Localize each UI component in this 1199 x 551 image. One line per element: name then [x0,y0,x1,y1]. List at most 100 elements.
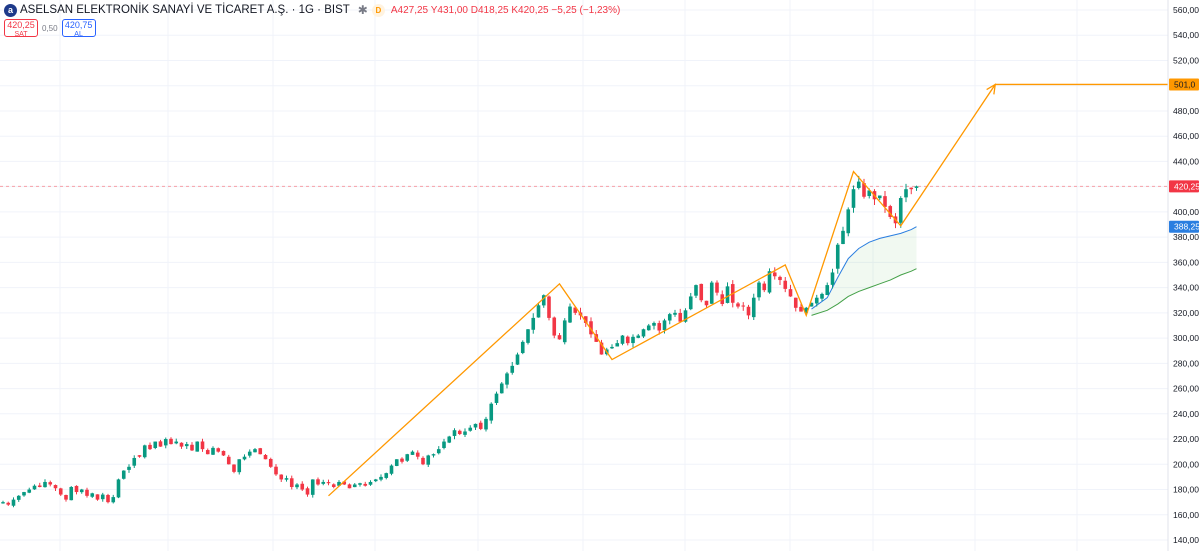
candle[interactable] [610,344,614,349]
candle[interactable] [557,332,562,340]
candle[interactable] [531,313,536,334]
candle[interactable] [888,204,893,220]
candle[interactable] [263,454,268,460]
candle[interactable] [736,301,740,309]
candle[interactable] [305,486,310,497]
candle[interactable] [620,335,625,346]
candle[interactable] [741,302,746,311]
candle[interactable] [725,282,730,304]
candle[interactable] [898,196,903,228]
candle[interactable] [552,316,557,339]
candle[interactable] [205,448,210,455]
candle[interactable] [132,455,137,468]
candle[interactable] [625,335,630,346]
candle[interactable] [536,302,541,318]
candle[interactable] [64,494,68,502]
candle[interactable] [85,487,89,498]
candle[interactable] [237,459,242,475]
candle[interactable] [757,280,761,301]
candle[interactable] [426,454,431,467]
candle[interactable] [216,447,221,453]
candle[interactable] [400,457,404,464]
candle[interactable] [268,457,273,468]
candle[interactable] [799,303,803,312]
candle[interactable] [211,446,215,455]
candle[interactable] [636,333,641,339]
symbol-title[interactable]: ASELSAN ELEKTRONİK SANAYİ VE TİCARET A.Ş… [20,4,350,16]
buy-button[interactable]: 420,75 AL [61,19,96,38]
candle[interactable] [862,178,866,199]
candle[interactable] [289,475,294,490]
candle[interactable] [599,339,604,355]
candle[interactable] [58,487,63,497]
candle[interactable] [363,481,368,487]
candle[interactable] [247,449,252,458]
candle[interactable] [300,481,305,492]
candle[interactable] [352,483,357,488]
candle[interactable] [153,441,158,450]
candle[interactable] [347,483,352,489]
candle[interactable] [494,391,499,406]
candle[interactable] [835,242,840,274]
candle[interactable] [179,442,184,449]
candle[interactable] [142,444,147,459]
candle[interactable] [657,320,662,335]
candle[interactable] [463,428,467,437]
candle[interactable] [95,494,100,501]
candle[interactable] [877,195,882,201]
candle[interactable] [11,497,16,508]
candle[interactable] [499,381,504,394]
candle[interactable] [148,442,152,450]
candle[interactable] [79,488,84,494]
candle[interactable] [100,492,105,502]
candle[interactable] [190,442,194,451]
candle[interactable] [316,477,320,486]
candlestick-series[interactable] [1,175,919,508]
candle[interactable] [589,317,593,338]
candle[interactable] [169,437,173,445]
candle[interactable] [804,306,809,315]
candle[interactable] [410,450,415,455]
candle[interactable] [778,275,782,286]
candle[interactable] [421,456,425,466]
candle[interactable] [515,352,520,365]
candle[interactable] [814,294,819,307]
candle[interactable] [468,425,473,432]
candle[interactable] [195,441,200,452]
candle[interactable] [851,185,856,213]
candle[interactable] [568,303,572,323]
candle[interactable] [652,321,656,330]
candle[interactable] [295,483,299,490]
candle[interactable] [615,339,620,347]
candle[interactable] [373,478,378,483]
candle[interactable] [914,185,919,191]
asterisk-icon[interactable]: ✱ [357,3,368,17]
candle[interactable] [457,429,462,436]
candle[interactable] [793,297,798,312]
candle[interactable] [436,446,441,455]
candle[interactable] [442,438,446,450]
candle[interactable] [184,441,189,449]
candle[interactable] [751,293,756,321]
candle[interactable] [526,329,530,345]
candle[interactable] [90,492,95,498]
candle[interactable] [106,493,110,504]
candle[interactable] [127,464,131,473]
candle[interactable] [358,482,362,487]
candle[interactable] [69,486,74,501]
candle[interactable] [762,281,767,293]
candle[interactable] [221,450,226,456]
candle[interactable] [116,478,121,499]
candle[interactable] [37,482,42,488]
candle[interactable] [541,294,546,308]
trendline-drawing[interactable] [328,83,1185,497]
candle[interactable] [394,459,399,467]
candle[interactable] [284,475,289,482]
sell-button[interactable]: 420,25 SAT [4,19,38,38]
candle[interactable] [368,480,373,486]
candle[interactable] [683,308,688,323]
candle[interactable] [200,438,205,452]
candle[interactable] [27,487,32,494]
candle[interactable] [699,283,704,303]
candle[interactable] [562,318,567,345]
